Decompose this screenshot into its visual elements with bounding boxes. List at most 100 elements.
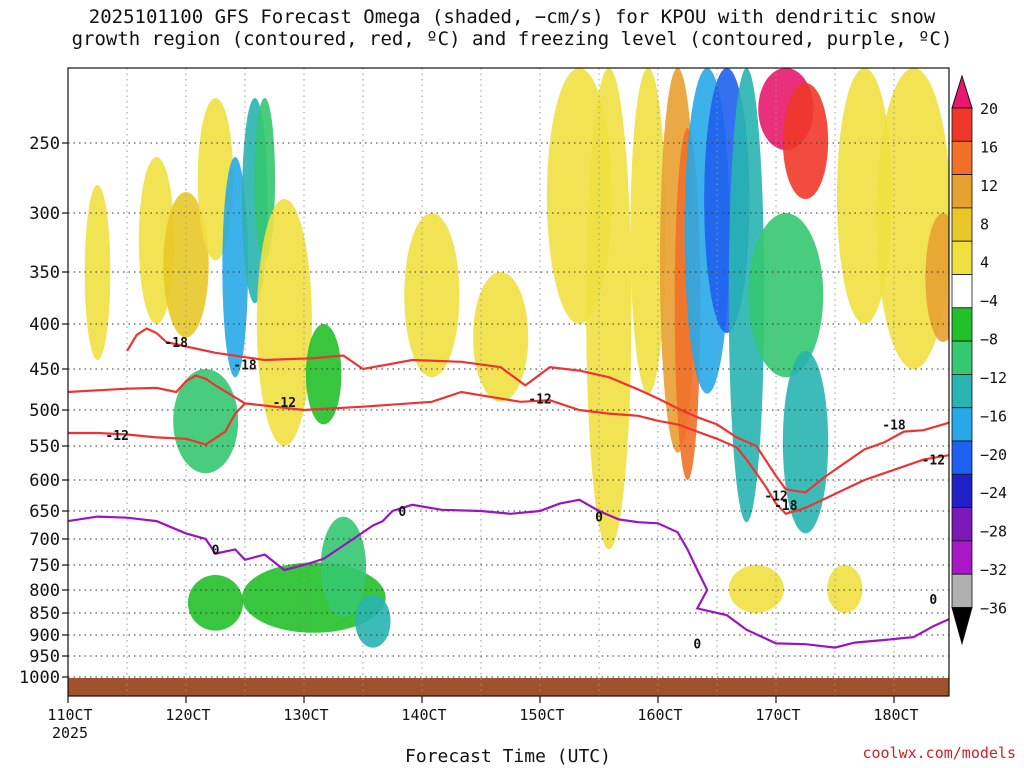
x-tick-label: 170CT <box>755 706 800 724</box>
omega-shade-blob <box>355 594 391 648</box>
plot-frame <box>67 67 950 697</box>
colorbar: 20 16 12 8 4 −4 −8 −12 −16 −20 −24 −28 −32 −36 <box>951 74 1007 646</box>
contour-label: 0 <box>693 637 701 652</box>
omega-shade-blob <box>84 185 111 360</box>
omega-shade-blob <box>748 213 824 378</box>
x-tick-label: 140CT <box>401 706 446 724</box>
omega-shade-blob <box>222 157 249 378</box>
y-tick-label: 400 <box>29 315 60 335</box>
colorbar-segment <box>951 140 973 176</box>
colorbar-segment <box>951 540 973 575</box>
contour-label: 0 <box>398 505 406 520</box>
y-tick-label: 900 <box>29 626 60 646</box>
omega-shading <box>84 68 949 648</box>
colorbar-segment <box>951 240 973 275</box>
y-tick-label: 650 <box>29 502 60 522</box>
y-tick-label: 1000 <box>19 668 60 688</box>
x-axis: 110CT 120CT 130CT 140CT 150CT 160CT 170CT 180CT… <box>47 696 919 742</box>
colorbar-segment <box>951 573 973 608</box>
colorbar-label: −8 <box>980 331 998 349</box>
x-tick-label: 180CT <box>873 706 918 724</box>
x-tick-label: 130CT <box>283 706 328 724</box>
ground-surface <box>68 678 949 696</box>
y-tick-label: 550 <box>29 437 60 457</box>
colorbar-label: −4 <box>980 292 998 310</box>
y-tick-label: 850 <box>29 604 60 624</box>
colorbar-label: −36 <box>980 600 1007 618</box>
colorbar-label: −28 <box>980 523 1007 541</box>
grid-lines <box>68 68 949 696</box>
omega-shade-blob <box>163 192 209 338</box>
colorbar-segment <box>951 373 973 409</box>
colorbar-segment <box>951 307 973 342</box>
y-tick-label: 800 <box>29 581 60 601</box>
colorbar-label: 8 <box>980 215 989 233</box>
colorbar-segment <box>951 440 973 475</box>
contour-minus12 <box>68 374 949 516</box>
y-tick-label: 350 <box>29 263 60 283</box>
y-tick-label: 500 <box>29 401 60 421</box>
credit-text: coolwx.com/models <box>862 744 1016 762</box>
chart-title: 2025101100 GFS Forecast Omega (shaded, −… <box>0 6 1024 50</box>
colorbar-segment <box>951 507 973 542</box>
omega-shade-blob <box>925 213 949 342</box>
colorbar-label: 4 <box>980 254 989 272</box>
y-tick-label: 250 <box>29 134 60 154</box>
colorbar-top-arrow <box>951 74 973 109</box>
omega-shade-blob <box>782 83 829 199</box>
contour-label: -12 <box>528 393 551 408</box>
colorbar-label: −20 <box>980 446 1007 464</box>
contour-lines <box>68 327 949 649</box>
omega-shade-blob <box>404 213 460 378</box>
y-tick-label: 600 <box>29 471 60 491</box>
colorbar-label: −16 <box>980 407 1007 425</box>
y-tick-label: 700 <box>29 530 60 550</box>
contour-label: 0 <box>212 543 220 558</box>
contour-label: -18 <box>233 359 257 374</box>
y-tick-label: 750 <box>29 556 60 576</box>
colorbar-segment <box>951 174 973 209</box>
omega-shade-blob <box>256 199 312 446</box>
y-tick-label: 950 <box>29 647 60 667</box>
x-axis-label: Forecast Time (UTC) <box>405 746 611 767</box>
colorbar-segment <box>951 473 973 508</box>
x-tick-label: 150CT <box>519 706 564 724</box>
omega-shade-blob <box>187 575 244 631</box>
contour-label: -12 <box>764 490 787 505</box>
x-tick-label: 120CT <box>165 706 210 724</box>
omega-shade-blob <box>782 351 829 534</box>
y-tick-label: 300 <box>29 204 60 224</box>
contour-minus18 <box>126 327 949 494</box>
contour-label: -12 <box>105 429 128 444</box>
omega-shade-blob <box>320 516 367 618</box>
contour-label: -18 <box>774 499 798 514</box>
y-tick-label: 450 <box>29 360 60 380</box>
y-axis: 2503003504004505005506006507007508008509… <box>19 134 68 688</box>
colorbar-label: −32 <box>980 561 1007 579</box>
colorbar-label: 20 <box>980 100 998 118</box>
colorbar-bottom-arrow <box>951 607 973 646</box>
contour-label: -12 <box>273 396 296 411</box>
colorbar-segment <box>951 340 973 375</box>
contour-label: -12 <box>922 454 945 469</box>
omega-shade-blob <box>728 565 784 613</box>
x-tick-label: 160CT <box>637 706 682 724</box>
omega-shade-blob <box>827 565 863 613</box>
omega-shade-blob <box>728 68 765 523</box>
colorbar-label: 12 <box>980 177 998 195</box>
contour-minus12-lower <box>68 402 246 446</box>
title-line-1: 2025101100 GFS Forecast Omega (shaded, −… <box>88 6 936 28</box>
colorbar-label: 16 <box>980 138 998 156</box>
colorbar-label: −24 <box>980 484 1007 502</box>
contour-label: 0 <box>595 511 603 526</box>
colorbar-segment <box>951 407 973 442</box>
contour-label: -18 <box>164 336 188 351</box>
colorbar-label: −12 <box>980 369 1007 387</box>
colorbar-segment <box>951 207 973 242</box>
contour-label: -18 <box>882 418 906 433</box>
contour-freezing-level <box>68 498 949 649</box>
colorbar-segment <box>951 107 973 142</box>
omega-shade-blob <box>305 324 342 425</box>
